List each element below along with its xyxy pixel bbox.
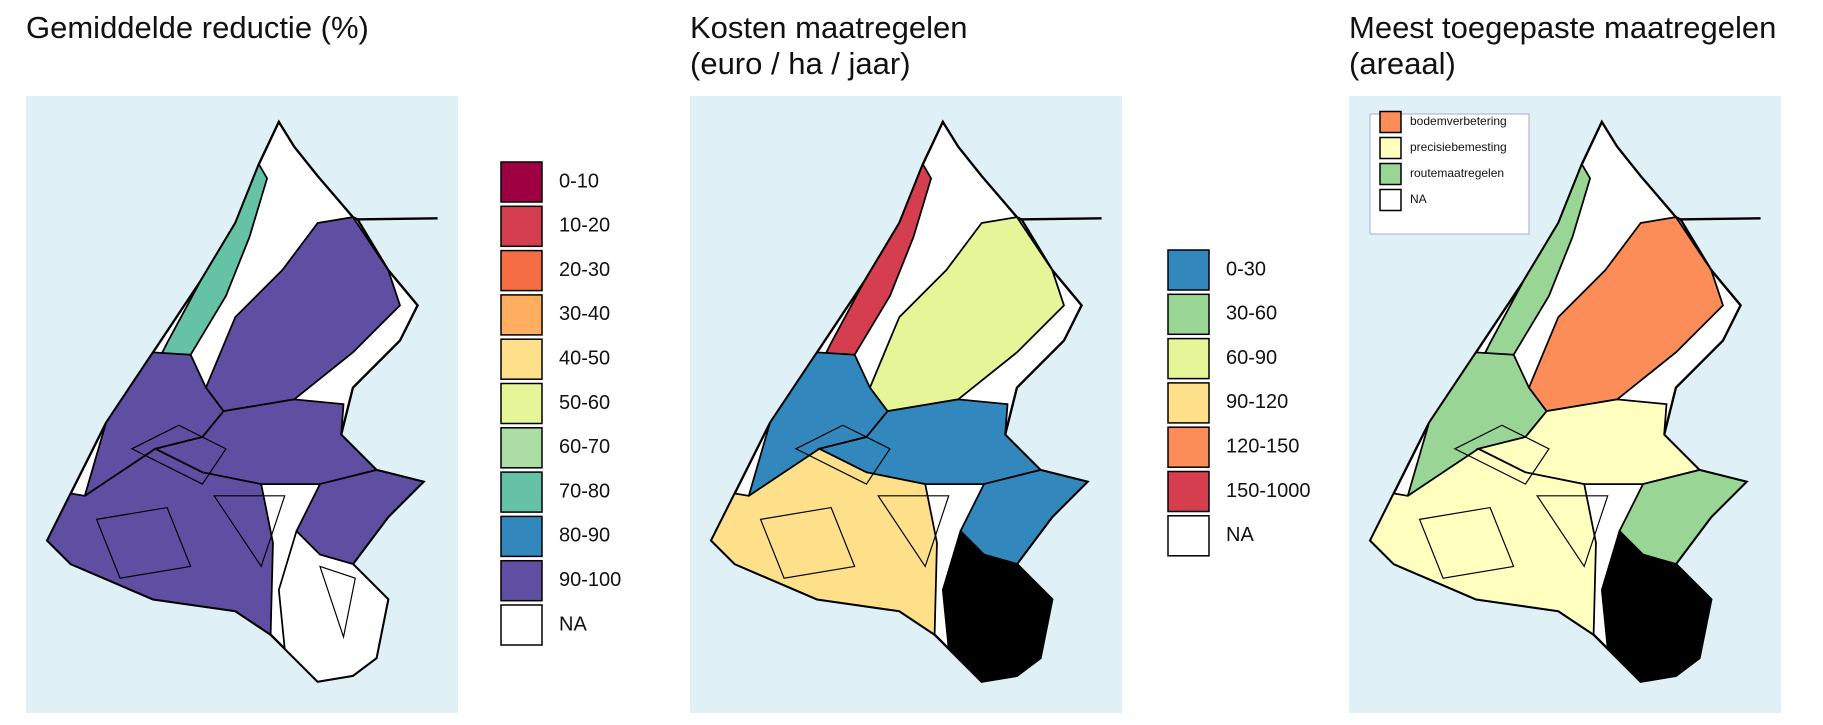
map-subregion	[319, 565, 356, 640]
legend-label: 0-10	[559, 170, 599, 192]
panel-title: Kosten maatregelen	[690, 10, 967, 45]
map-panel: Kosten maatregelen(euro / ha / jaar) 0-30…	[690, 10, 1311, 713]
legend-label: 20-30	[559, 259, 610, 281]
legend-swatch	[1167, 382, 1210, 424]
legend-swatch	[500, 338, 543, 380]
legend-label: routemaatregelen	[1410, 166, 1504, 180]
legend-swatch	[1379, 188, 1402, 212]
map-panel: Gemiddelde reductie (%) 0-10 10-20 20-30 30-…	[26, 10, 621, 713]
map-subregion	[983, 565, 1020, 640]
legend-swatch	[1379, 110, 1402, 134]
legend-swatch	[500, 515, 543, 558]
panel-title: (euro / ha / jaar)	[690, 46, 911, 81]
map-subregion	[95, 506, 192, 579]
legend-label: 120-150	[1226, 435, 1299, 457]
map-line	[1016, 217, 1102, 221]
legend-swatch	[500, 427, 543, 469]
panel-title: Meest toegepaste maatregelen	[1349, 10, 1776, 45]
map-line	[352, 217, 438, 221]
legend-swatch	[500, 604, 543, 646]
legend-label: 60-90	[1226, 347, 1277, 369]
legend-label: 10-20	[559, 215, 610, 237]
legend-swatch	[1379, 136, 1402, 160]
legend-label: NA	[1226, 524, 1254, 546]
legend-swatch	[1167, 293, 1210, 336]
legend-label: 150-1000	[1226, 480, 1311, 502]
legend-label: 50-60	[559, 392, 610, 414]
legend-swatch	[1379, 162, 1402, 186]
legend-label: 60-70	[559, 436, 610, 458]
legend-label: 90-120	[1226, 391, 1288, 413]
panel-title: (areaal)	[1349, 46, 1456, 81]
legend-swatch	[1167, 337, 1210, 380]
legend-swatch	[1167, 426, 1210, 468]
legend-swatch	[1167, 515, 1210, 557]
map-subregion	[130, 424, 227, 485]
legend-swatch	[500, 294, 543, 336]
legend-label: NA	[559, 613, 587, 635]
map-subregion	[1418, 506, 1515, 579]
legend-swatch	[500, 161, 543, 203]
map-subregion	[794, 424, 891, 485]
map	[709, 119, 1102, 683]
legend-label: precisiebemesting	[1410, 140, 1507, 154]
legend-swatch	[500, 471, 543, 513]
legend-swatch	[1167, 249, 1210, 291]
map	[1368, 119, 1761, 683]
map-subregion	[213, 495, 286, 568]
panel-title: Gemiddelde reductie (%)	[26, 10, 369, 45]
legend-swatch	[500, 382, 543, 425]
legend-swatch	[500, 249, 543, 292]
legend-label: 40-50	[559, 347, 610, 369]
legend-label: bodemverbetering	[1410, 114, 1507, 128]
map-panel: Meest toegepaste maatregelen(areaal) bode…	[1349, 10, 1781, 713]
map-subregion	[1453, 424, 1550, 485]
legend-label: 80-90	[559, 525, 610, 547]
map-subregion	[1642, 565, 1679, 640]
map-subregion	[877, 495, 950, 568]
legend-swatch	[1167, 470, 1210, 513]
map-subregion	[1536, 495, 1609, 568]
legend-swatch	[500, 559, 543, 602]
map-line	[1675, 217, 1761, 221]
legend-label: 30-60	[1226, 303, 1277, 325]
map-subregion	[759, 506, 856, 579]
legend-label: NA	[1410, 192, 1427, 206]
legend-label: 70-80	[559, 480, 610, 502]
legend-swatch	[500, 205, 543, 248]
legend-label: 30-40	[559, 303, 610, 325]
legend-label: 90-100	[559, 569, 621, 591]
map	[45, 119, 438, 683]
legend-label: 0-30	[1226, 258, 1266, 280]
